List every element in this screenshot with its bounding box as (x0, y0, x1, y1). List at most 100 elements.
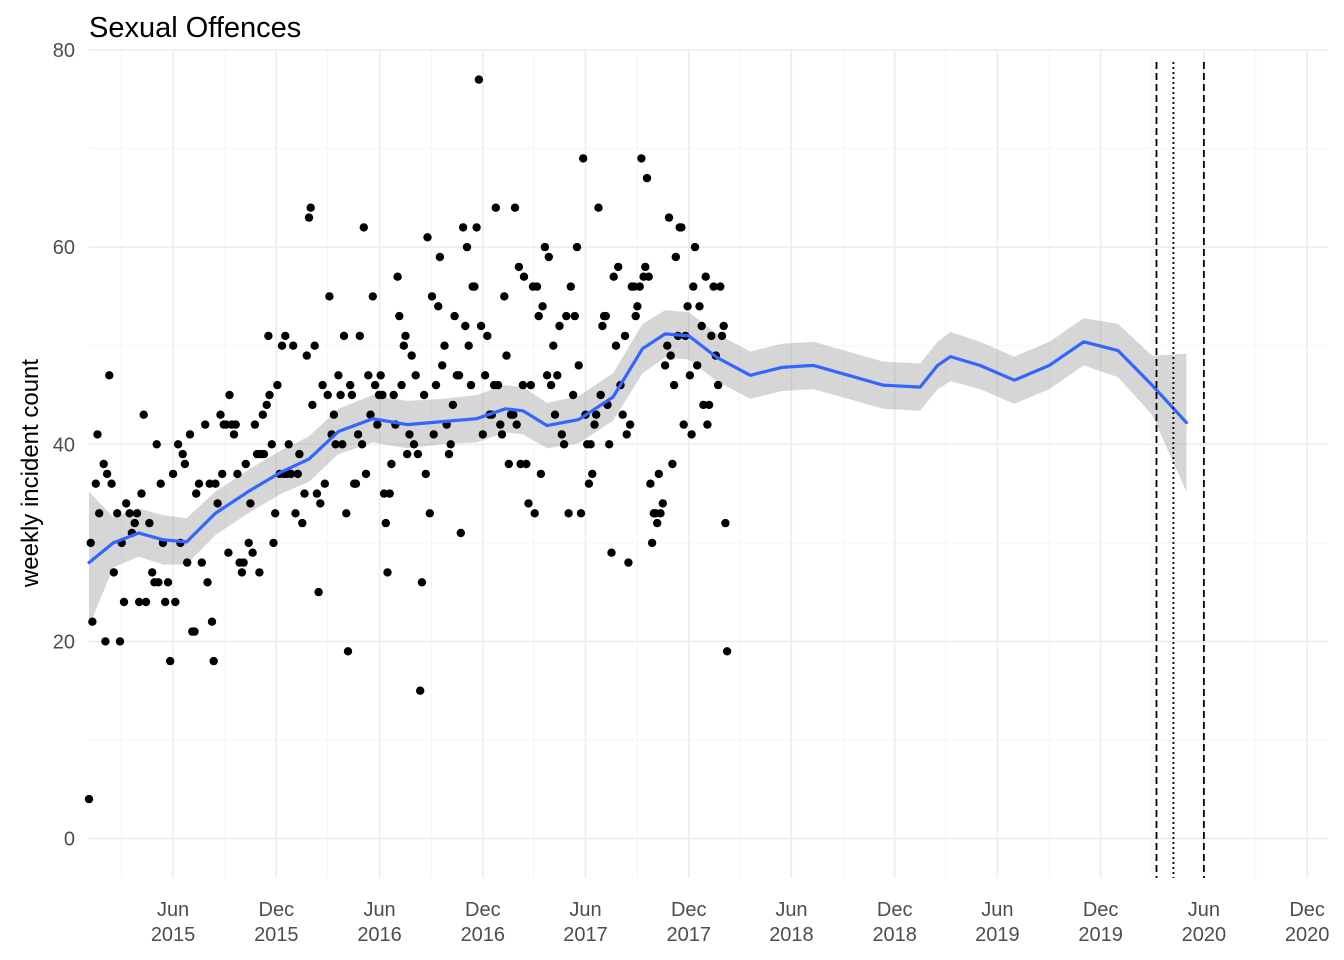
data-point (353, 430, 363, 439)
data-point (641, 262, 650, 272)
data-point (411, 371, 420, 380)
x-tick-label-month: Jun (1188, 899, 1220, 921)
data-point (622, 430, 631, 439)
data-point (207, 617, 217, 626)
data-point (302, 351, 311, 360)
x-tick-label-month: Jun (363, 899, 395, 921)
data-point (685, 371, 695, 380)
data-point (722, 647, 732, 656)
data-point (605, 440, 614, 449)
data-point (233, 469, 242, 479)
data-point (113, 509, 122, 518)
data-point (538, 302, 547, 311)
data-point (154, 578, 163, 587)
data-point (130, 518, 139, 528)
data-point (570, 311, 579, 321)
data-point (534, 311, 543, 321)
data-point (668, 459, 677, 469)
data-point (139, 410, 148, 419)
data-point (323, 390, 332, 400)
data-point (590, 420, 599, 429)
data-point (357, 440, 367, 449)
data-point (493, 380, 503, 390)
data-point (373, 420, 382, 429)
data-point (293, 469, 302, 479)
data-point (664, 213, 674, 222)
data-point (695, 302, 704, 311)
data-point (339, 331, 349, 341)
grid-major (89, 49, 1328, 878)
data-point (423, 233, 432, 242)
data-point (300, 489, 309, 498)
data-point (564, 509, 573, 518)
data-point (336, 390, 345, 400)
data-point (647, 538, 657, 548)
data-point (389, 390, 398, 400)
data-point (707, 331, 716, 341)
data-point (225, 390, 234, 400)
data-point (203, 578, 212, 587)
data-point (347, 390, 357, 400)
data-point (351, 479, 361, 488)
data-point (519, 272, 529, 281)
data-point (115, 637, 125, 646)
data-point (553, 371, 562, 380)
data-point (530, 509, 539, 518)
data-point (258, 410, 267, 419)
x-tick-label-year: 2015 (254, 924, 299, 946)
x-tick-label-month: Dec (465, 899, 501, 921)
data-point (461, 321, 470, 331)
data-point (472, 223, 481, 232)
confidence-band-layer (89, 310, 1187, 627)
data-point (284, 440, 293, 449)
data-point (264, 331, 273, 341)
data-point (642, 173, 652, 183)
data-point (466, 380, 476, 390)
data-point (403, 449, 412, 459)
chart-title: Sexual Offences (89, 12, 302, 44)
data-point (440, 341, 449, 350)
data-point (231, 420, 240, 429)
data-point (654, 469, 663, 479)
data-point (483, 331, 492, 341)
y-tick-label: 0 (64, 829, 75, 851)
data-point (224, 548, 233, 557)
data-point (458, 223, 468, 232)
data-point (265, 390, 274, 400)
x-tick-label-year: 2018 (769, 924, 814, 946)
data-point (84, 794, 94, 804)
data-point (383, 568, 392, 577)
data-point (190, 627, 199, 636)
data-point (568, 390, 578, 400)
data-point (429, 430, 438, 439)
data-point (101, 637, 110, 646)
data-point (438, 361, 447, 370)
data-point (320, 479, 329, 488)
data-point (99, 459, 108, 469)
data-point (557, 430, 566, 439)
data-point (385, 489, 394, 498)
x-tick-label-year: 2016 (461, 924, 506, 946)
data-point (446, 440, 455, 449)
data-point (540, 242, 550, 252)
data-point (572, 242, 582, 252)
data-point (417, 578, 427, 587)
data-point (387, 459, 396, 469)
data-point (480, 371, 490, 380)
data-point (611, 341, 621, 350)
data-point (105, 371, 114, 380)
data-point (671, 252, 680, 262)
data-point (631, 311, 640, 321)
data-point (574, 361, 583, 370)
vertical-lines-layer (1155, 62, 1205, 878)
data-point (431, 380, 441, 390)
data-point (107, 479, 116, 488)
data-point (474, 75, 484, 84)
data-point (201, 420, 210, 429)
data-point (152, 440, 161, 449)
data-point (343, 647, 353, 656)
data-point (693, 361, 702, 370)
data-point (514, 262, 524, 272)
data-point (470, 282, 479, 291)
data-point (549, 341, 558, 350)
